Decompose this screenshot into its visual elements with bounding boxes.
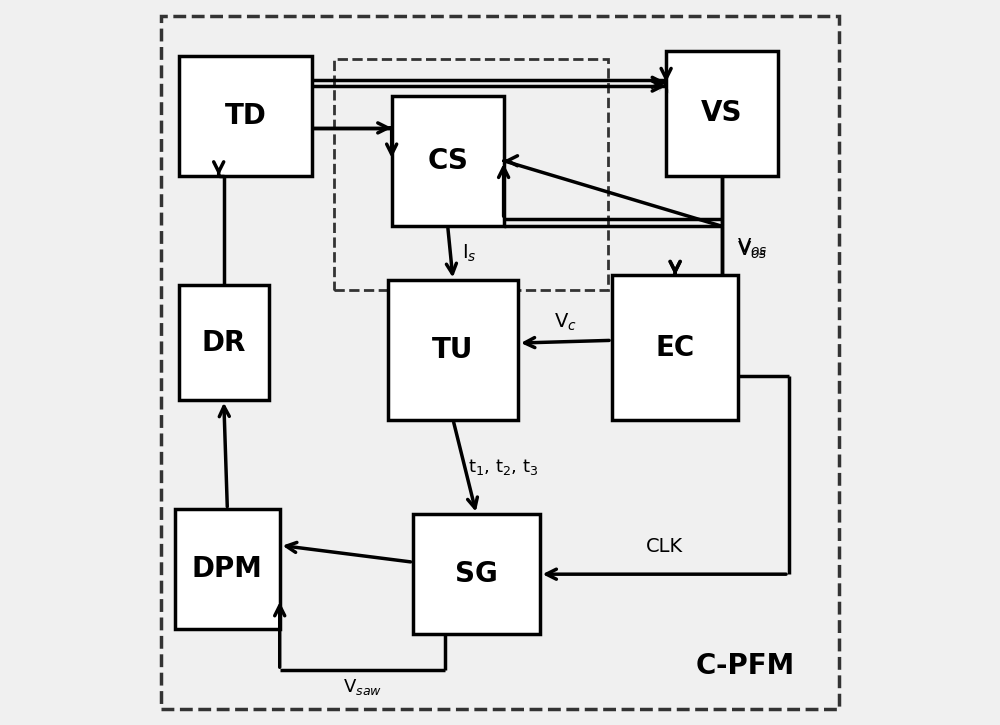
FancyBboxPatch shape: [666, 51, 778, 175]
Text: VS: VS: [701, 99, 743, 128]
Text: CS: CS: [427, 146, 468, 175]
Text: V$_c$: V$_c$: [554, 312, 576, 333]
Text: DPM: DPM: [192, 555, 263, 583]
FancyBboxPatch shape: [179, 286, 269, 400]
Text: V$_{os}$: V$_{os}$: [737, 240, 767, 262]
Text: CLK: CLK: [646, 537, 683, 556]
Text: C-PFM: C-PFM: [696, 652, 795, 680]
Text: I$_s$: I$_s$: [462, 242, 477, 264]
FancyBboxPatch shape: [392, 96, 504, 225]
FancyBboxPatch shape: [612, 276, 738, 420]
FancyBboxPatch shape: [413, 515, 540, 634]
Text: TD: TD: [224, 102, 266, 130]
Text: t$_1$, t$_2$, t$_3$: t$_1$, t$_2$, t$_3$: [468, 457, 539, 477]
FancyBboxPatch shape: [388, 281, 518, 420]
Text: EC: EC: [656, 334, 695, 362]
FancyBboxPatch shape: [179, 56, 312, 175]
Text: V$_{os}$: V$_{os}$: [737, 236, 767, 258]
FancyBboxPatch shape: [175, 510, 280, 629]
Text: TU: TU: [432, 336, 474, 364]
Text: DR: DR: [202, 328, 246, 357]
Text: SG: SG: [455, 560, 498, 588]
Text: V$_{saw}$: V$_{saw}$: [343, 677, 382, 697]
